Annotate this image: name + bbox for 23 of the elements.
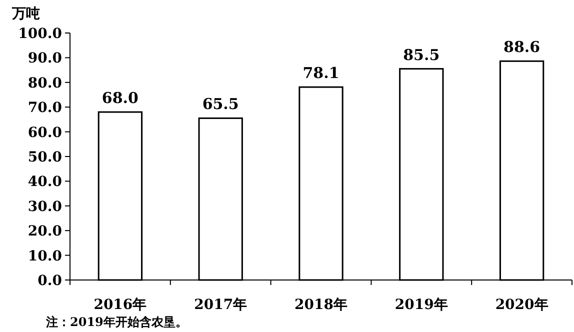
y-tick-label: 0.0 <box>38 273 62 289</box>
y-tick-label: 100.0 <box>18 26 62 42</box>
data-label: 65.5 <box>202 95 239 114</box>
data-label: 78.1 <box>302 64 340 82</box>
x-tick-label: 2017年 <box>194 297 248 313</box>
x-tick-label: 2018年 <box>294 297 348 313</box>
data-label: 88.6 <box>504 38 540 56</box>
y-tick-label: 10.0 <box>28 248 62 264</box>
x-tick-label: 2020年 <box>495 297 548 313</box>
y-tick-label: 70.0 <box>28 100 62 116</box>
y-tick-label: 30.0 <box>28 198 62 215</box>
y-tick-label: 60.0 <box>28 124 62 141</box>
data-label: 68.0 <box>102 89 138 108</box>
y-tick-label: 90.0 <box>28 50 62 67</box>
y-tick-label: 40.0 <box>28 174 62 190</box>
y-tick-label: 50.0 <box>28 150 62 166</box>
y-axis-title: 万吨 <box>11 6 40 22</box>
x-tick-label: 2016年 <box>94 297 147 313</box>
text: 注：2019年开始含农垦。 <box>45 315 188 329</box>
y-tick-label: 20.0 <box>28 224 62 240</box>
data-label: 85.5 <box>403 46 440 64</box>
y-tick-label: 80.0 <box>28 75 62 92</box>
x-tick-label: 2019年 <box>394 297 448 313</box>
